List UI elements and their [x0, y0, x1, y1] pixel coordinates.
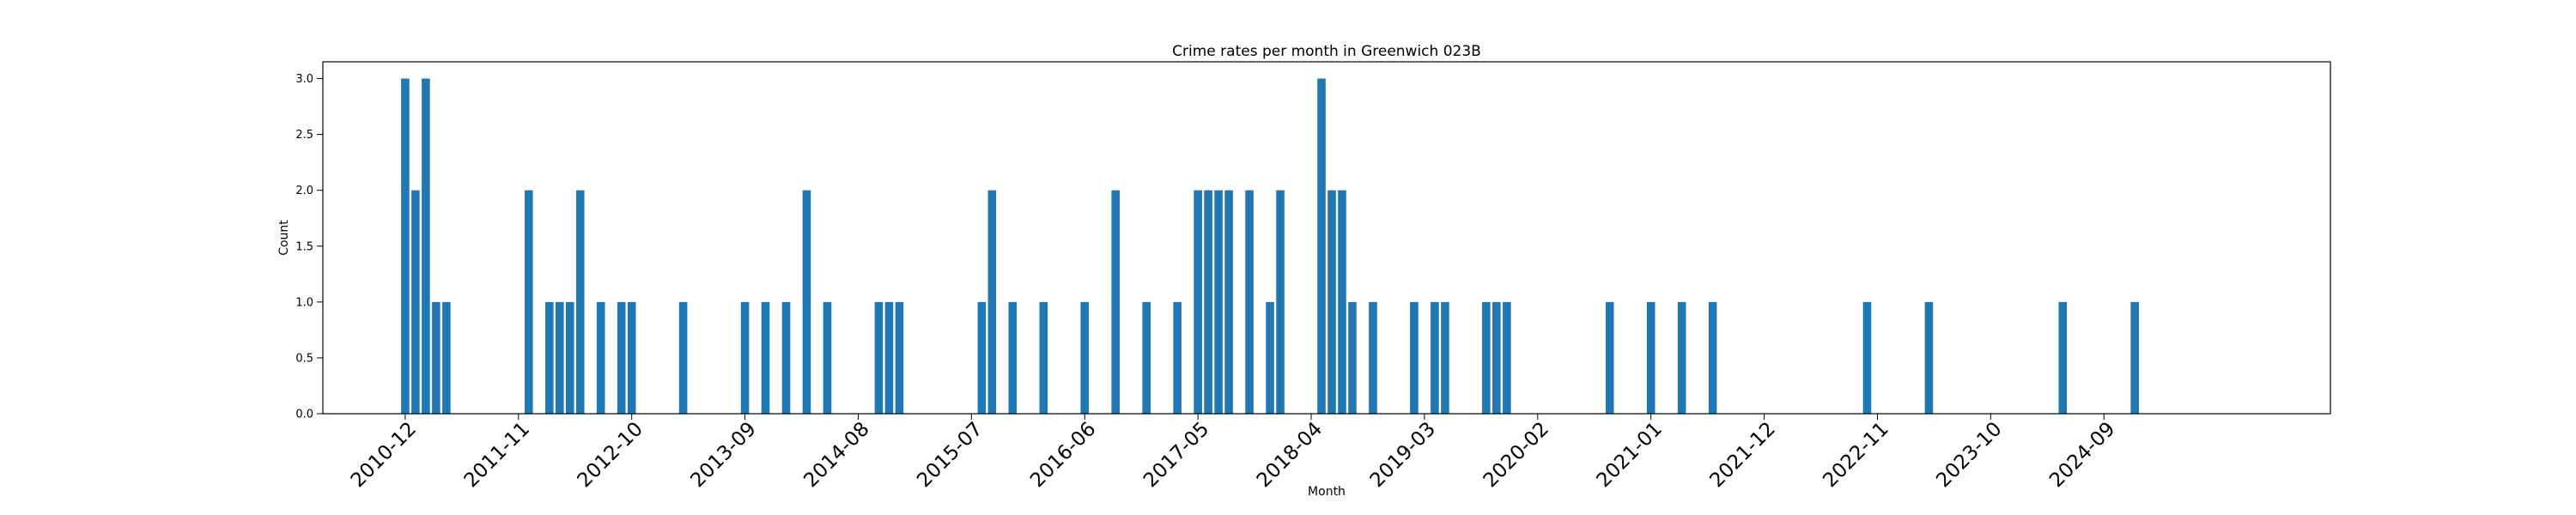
bar [1080, 301, 1090, 414]
bar [802, 190, 811, 414]
bar [1111, 190, 1120, 414]
bar [1338, 190, 1346, 414]
bar [617, 301, 626, 414]
x-tick-label: 2010-12 [347, 418, 421, 492]
x-axis-label: Month [1308, 485, 1346, 499]
x-tick-label: 2019-03 [1366, 418, 1440, 492]
bar [1924, 301, 1934, 414]
bar [884, 301, 894, 414]
chart-title: Crime rates per month in Greenwich 023B [1172, 43, 1481, 60]
y-axis-label: Count [277, 220, 291, 256]
bar [596, 301, 605, 414]
bar [1327, 190, 1336, 414]
x-tick-label: 2023-10 [1932, 418, 2006, 492]
y-tick-label: 1.0 [295, 296, 313, 309]
x-tick-label: 2024-09 [2045, 418, 2119, 492]
bar [1677, 301, 1686, 414]
bar [1708, 301, 1717, 414]
bar [401, 78, 410, 415]
bar [1173, 301, 1182, 414]
bar [823, 301, 832, 414]
bar [678, 301, 688, 414]
x-tick-label: 2017-05 [1139, 418, 1213, 492]
plot-frame [322, 61, 2331, 415]
bar [2058, 301, 2068, 414]
bar [1431, 301, 1439, 414]
bar [1317, 78, 1326, 415]
bar [1204, 190, 1212, 414]
y-tick-label: 0.5 [295, 352, 313, 365]
y-tick-label: 3.0 [295, 73, 313, 86]
bar [781, 301, 791, 414]
bar [2130, 301, 2139, 414]
bar [1482, 301, 1491, 414]
bar [565, 301, 574, 414]
bar [544, 301, 554, 414]
bar [442, 301, 451, 414]
bar [411, 190, 420, 414]
x-tick-label: 2021-12 [1705, 418, 1779, 492]
bar-series [401, 78, 2139, 415]
bar [1224, 190, 1233, 414]
bar [1142, 301, 1151, 414]
x-tick-label: 2014-08 [799, 418, 873, 492]
bar [1194, 190, 1202, 414]
x-tick-label: 2012-10 [574, 418, 647, 492]
bar [1492, 301, 1501, 414]
x-tick-label: 2013-09 [686, 418, 760, 492]
x-tick-label: 2018-04 [1253, 418, 1327, 492]
bar [575, 190, 585, 414]
bar [1410, 301, 1419, 414]
bar [432, 301, 440, 414]
bar [1646, 301, 1656, 414]
bar [761, 301, 770, 414]
x-tick-label: 2016-06 [1026, 418, 1100, 492]
y-axis-ticks: 0.0 0.5 1.0 1.5 2.0 2.5 3.0 [295, 73, 323, 421]
y-tick-label: 2.0 [295, 185, 313, 197]
bar [1605, 301, 1614, 414]
y-tick-label: 0.0 [295, 409, 313, 421]
bar [1245, 190, 1254, 414]
bar [1008, 301, 1018, 414]
y-tick-label: 2.5 [295, 129, 313, 142]
bar [555, 301, 564, 414]
x-tick-label: 2011-11 [460, 418, 534, 492]
x-tick-label: 2021-01 [1593, 418, 1667, 492]
bar [987, 190, 997, 414]
bar [1276, 190, 1285, 414]
bar [1348, 301, 1357, 414]
bar [1503, 301, 1511, 414]
bar [1441, 301, 1449, 414]
x-tick-label: 2020-02 [1479, 418, 1553, 492]
bar [1266, 301, 1274, 414]
bar [740, 301, 750, 414]
x-axis-ticks: 2010-12 2011-11 2012-10 2013-09 2014-08 2015-… [347, 414, 2119, 492]
bar [1369, 301, 1377, 414]
x-tick-label: 2015-07 [913, 418, 987, 492]
bar [1862, 301, 1872, 414]
bar [525, 190, 533, 414]
bar [895, 301, 904, 414]
y-tick-label: 1.5 [295, 240, 313, 253]
bar [874, 301, 884, 414]
bar [627, 301, 636, 414]
x-tick-label: 2022-11 [1819, 418, 1893, 492]
bar [977, 301, 987, 414]
bar [1214, 190, 1223, 414]
bar [1039, 301, 1048, 414]
bar [422, 78, 430, 415]
